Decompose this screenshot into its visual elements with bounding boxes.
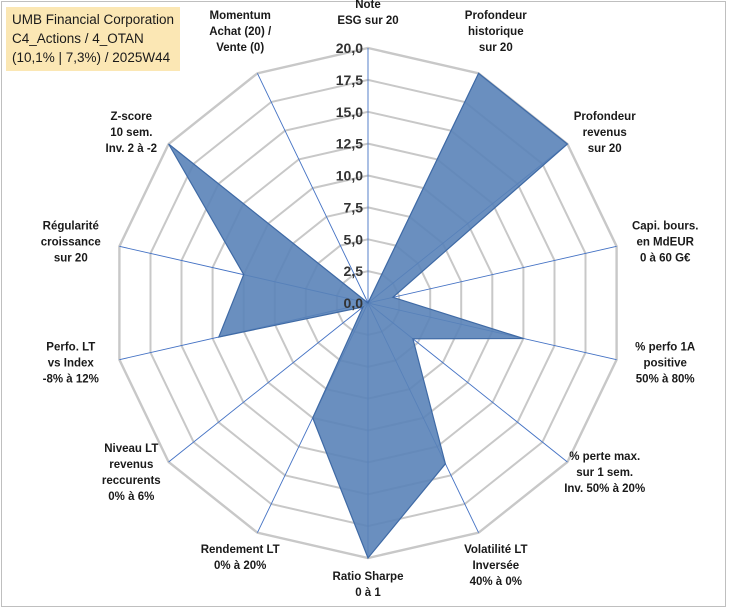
axis-label-line: 50% à 80% [636, 374, 695, 386]
tick-label: 2,5 [344, 263, 364, 279]
axis-label-line: 40% à 0% [470, 576, 522, 588]
axis-label-11: Régularité croissance sur 20 [41, 220, 101, 264]
tick-label: 15,0 [336, 104, 363, 120]
axis-label-0: Note ESG sur 20 [337, 0, 398, 27]
axis-label-line: sur 20 [54, 252, 88, 264]
axis-label-line: Inv. 2 à -2 [106, 143, 158, 155]
chart-title: UMB Financial Corporation C4_Actions / 4… [6, 7, 181, 71]
spoke-3 [367, 245, 617, 304]
axis-label-line: sur 1 sem. [576, 467, 633, 479]
axis-label-line: Rendement LT [201, 544, 280, 556]
axis-label-line: ESG sur 20 [337, 15, 398, 27]
axis-label-line: Capi. bours. [632, 220, 698, 232]
spoke-13 [256, 73, 369, 304]
axis-label-line: Volatilité LT [464, 544, 527, 556]
axis-label-line: historique [468, 26, 524, 38]
tick-label: 20,0 [336, 40, 363, 56]
axis-label-5: % perte max. sur 1 sem. Inv. 50% à 20% [564, 451, 645, 495]
axis-label-line: 0% à 20% [214, 560, 266, 572]
axis-label-line: vs Index [48, 358, 95, 370]
axis-label-8: Rendement LT 0% à 20% [201, 544, 280, 572]
series-area-0 [168, 72, 569, 560]
axis-label-line: 10 sem. [110, 127, 152, 139]
axis-label-line: Note [355, 0, 381, 11]
axis-label-2: Profondeur revenus sur 20 [574, 111, 636, 155]
axis-label-line: Profondeur [465, 10, 527, 22]
axis-label-line: Z-score [111, 111, 153, 123]
axis-label-4: % perfo 1A positive 50% à 80% [635, 342, 695, 386]
axis-label-line: Momentum [210, 10, 271, 22]
axis-label-6: Volatilité LT Inversée 40% à 0% [464, 544, 527, 588]
axis-label-3: Capi. bours. en MdEUR 0 à 60 G€ [632, 220, 698, 264]
radar-axis-labels: Note ESG sur 20 Profondeur historique sur 20… [41, 0, 699, 599]
axis-label-line: 0 à 60 G€ [640, 252, 691, 264]
axis-label-line: 0% à 6% [108, 491, 154, 503]
axis-label-line: Niveau LT [104, 443, 158, 455]
tick-label: 0,0 [344, 295, 364, 311]
axis-label-line: reccurents [102, 475, 161, 487]
axis-label-line: revenus [109, 459, 153, 471]
axis-label-line: Régularité [43, 220, 99, 232]
axis-label-line: croissance [41, 236, 101, 248]
axis-label-line: % perfo 1A [635, 342, 695, 354]
axis-label-line: -8% à 12% [43, 374, 99, 386]
axis-label-line: positive [643, 358, 686, 370]
tick-label: 5,0 [344, 231, 364, 247]
axis-label-line: Ratio Sharpe [333, 571, 404, 583]
radar-series [168, 72, 569, 560]
title-line-2: C4_Actions / 4_OTAN [12, 31, 144, 46]
axis-label-line: en MdEUR [636, 236, 694, 248]
axis-label-7: Ratio Sharpe 0 à 1 [333, 571, 404, 599]
tick-label: 10,0 [336, 168, 363, 184]
radar-tick-labels: 0,0 2,5 5,0 7,5 10,0 12,5 15,0 17,5 20,0 [336, 40, 363, 311]
axis-label-line: % perte max. [569, 451, 640, 463]
axis-label-12: Z-score 10 sem. Inv. 2 à -2 [106, 111, 158, 155]
axis-label-line: revenus [583, 127, 627, 139]
axis-label-9: Niveau LT revenus reccurents 0% à 6% [102, 443, 161, 503]
tick-label: 12,5 [336, 136, 363, 152]
axis-label-line: Perfo. LT [46, 342, 95, 354]
axis-label-line: 0 à 1 [355, 587, 381, 599]
tick-label: 17,5 [336, 72, 363, 88]
axis-label-13: Momentum Achat (20) / Vente (0) [209, 10, 272, 54]
axis-label-line: Achat (20) / [209, 26, 272, 38]
axis-label-line: sur 20 [479, 42, 513, 54]
axis-label-line: Inversée [472, 560, 519, 572]
title-line-1: UMB Financial Corporation [12, 12, 175, 27]
axis-label-10: Perfo. LT vs Index -8% à 12% [43, 342, 99, 386]
spoke-9 [168, 302, 369, 463]
tick-label: 7,5 [344, 199, 364, 215]
axis-label-line: Vente (0) [216, 42, 264, 54]
axis-label-line: Profondeur [574, 111, 636, 123]
axis-label-line: sur 20 [588, 143, 622, 155]
title-line-3: (10,1% | 7,3%) / 2025W44 [12, 50, 171, 65]
axis-label-line: Inv. 50% à 20% [564, 483, 645, 495]
axis-label-1: Profondeur historique sur 20 [465, 10, 527, 54]
